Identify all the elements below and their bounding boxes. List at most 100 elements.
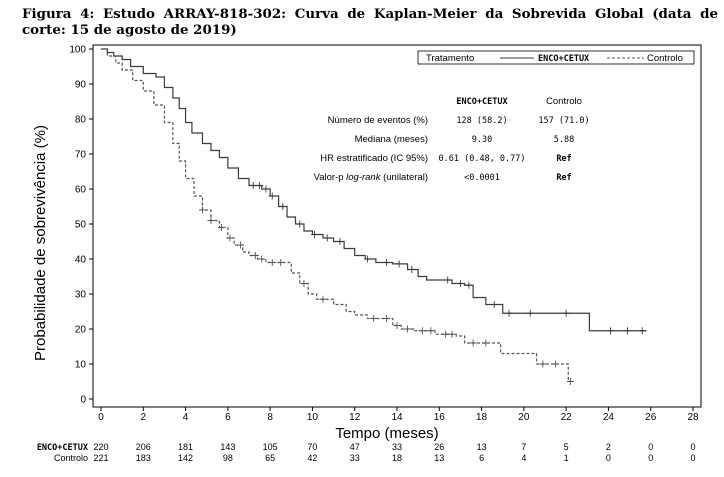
stats-value-enco-cetux: 9.30 [472, 135, 492, 145]
at-risk-count: 33 [392, 442, 402, 452]
at-risk-count: 0 [690, 442, 695, 452]
censor-marks [198, 182, 646, 385]
x-tick-label: 0 [98, 412, 104, 423]
at-risk-count: 2 [606, 442, 611, 452]
censor-mark-enco-cetux [465, 281, 473, 289]
stats-value-enco-cetux: 128 (58.2) [456, 116, 507, 126]
stats-row-label: Valor-p log-rank (unilateral) [314, 172, 428, 183]
at-risk-count: 47 [350, 442, 360, 452]
censor-mark-controlo [237, 241, 245, 249]
x-tick-label: 14 [391, 412, 403, 423]
censor-mark-enco-cetux [607, 327, 615, 335]
plot-axes [92, 44, 702, 408]
at-risk-count: 142 [178, 453, 193, 463]
x-tick-label: 12 [349, 412, 361, 423]
x-tick-label: 8 [267, 412, 273, 423]
y-tick-label: 70 [75, 150, 87, 161]
stats-row-label: HR estratificado (IC 95%) [320, 153, 428, 164]
at-risk-count: 42 [307, 453, 317, 463]
at-risk-count: 143 [220, 442, 235, 452]
stats-value-controlo: Ref [556, 173, 571, 183]
at-risk-count: 0 [690, 453, 695, 463]
at-risk-count: 5 [564, 442, 569, 452]
censor-mark-enco-cetux [296, 220, 304, 228]
censor-mark-controlo [218, 224, 226, 231]
x-tick-label: 28 [687, 412, 699, 423]
censor-mark-controlo [258, 255, 266, 263]
censor-mark-enco-cetux [256, 182, 264, 189]
x-tick-label: 22 [561, 412, 573, 423]
y-tick-label: 90 [75, 80, 87, 91]
stats-header-enco-cetux: ENCO+CETUX [456, 97, 507, 107]
stats-value-enco-cetux: <0.0001 [464, 173, 500, 183]
censor-mark-controlo [427, 327, 435, 335]
censor-mark-controlo [448, 330, 456, 338]
x-tick-label: 26 [645, 412, 657, 423]
x-tick-label: 10 [307, 412, 319, 423]
censor-mark-controlo [198, 206, 206, 214]
curve-enco-cetux [101, 48, 647, 332]
censor-mark-controlo [319, 295, 327, 303]
censor-mark-controlo [251, 252, 259, 259]
censor-mark-enco-cetux [323, 234, 331, 242]
at-risk-count: 4 [521, 453, 526, 463]
x-tick-label: 20 [518, 412, 530, 423]
at-risk-row-label: ENCO+CETUX [37, 443, 88, 453]
at-risk-count: 6 [479, 453, 484, 463]
censor-mark-enco-cetux [382, 259, 390, 266]
y-tick-label: 0 [80, 395, 86, 406]
at-risk-count: 18 [392, 453, 402, 463]
stats-value-controlo: 5.88 [554, 135, 574, 145]
censor-mark-controlo [300, 280, 308, 287]
censor-mark-enco-cetux [395, 260, 403, 268]
censor-mark-controlo [418, 327, 426, 335]
censor-mark-enco-cetux [311, 231, 319, 238]
x-axis-label: Tempo (meses) [335, 425, 438, 442]
x-tick-label: 2 [141, 412, 147, 423]
censor-mark-enco-cetux [249, 182, 257, 189]
censor-mark-controlo [404, 325, 412, 333]
censor-mark-enco-cetux [638, 327, 646, 335]
legend-label-enco-cetux: ENCO+CETUX [538, 54, 589, 64]
censor-mark-enco-cetux [490, 301, 498, 308]
axis-ticks: 0 2 4 6 8 10 12 14 16 18 20 22 24 26 28010203040506070… [69, 45, 699, 424]
censor-mark-controlo [268, 259, 276, 266]
at-risk-count: 105 [263, 442, 278, 452]
legend-title: Tratamento [426, 53, 474, 64]
legend-box [417, 50, 695, 65]
y-tick-label: 80 [75, 115, 87, 126]
curve-controlo [101, 48, 569, 382]
survival-curves [101, 48, 647, 382]
censor-mark-enco-cetux [363, 255, 371, 263]
censor-mark-enco-cetux [444, 276, 452, 284]
at-risk-count: 13 [477, 442, 487, 452]
censor-mark-enco-cetux [505, 309, 513, 317]
at-risk-count: 0 [648, 453, 653, 463]
censor-mark-controlo [552, 360, 560, 368]
x-tick-label: 16 [434, 412, 446, 423]
censor-mark-enco-cetux [408, 266, 416, 273]
legend-label-controlo: Controlo [647, 53, 683, 64]
at-risk-count: 98 [223, 453, 233, 463]
censor-mark-controlo [469, 339, 477, 347]
at-risk-count: 220 [93, 442, 108, 452]
figure-caption: Figura 4: Estudo ARRAY-818-302: Curva de… [22, 6, 718, 38]
legend: Tratamento ENCO+CETUX Controlo [417, 50, 695, 65]
at-risk-count: 26 [434, 442, 444, 452]
censor-mark-controlo [482, 339, 490, 347]
y-tick-label: 100 [69, 45, 86, 56]
censor-mark-controlo [442, 330, 450, 338]
censor-mark-controlo [393, 322, 401, 329]
stats-value-controlo: Ref [556, 154, 571, 164]
y-tick-label: 10 [75, 360, 87, 371]
at-risk-count: 33 [350, 453, 360, 463]
plot-frame [92, 44, 702, 408]
censor-mark-enco-cetux [456, 280, 464, 287]
stats-value-controlo: 157 (71.0) [538, 116, 589, 126]
stats-row-label: Número de eventos (%) [328, 115, 428, 126]
x-tick-label: 6 [225, 412, 231, 423]
censor-mark-controlo [370, 315, 378, 322]
at-risk-count: 7 [521, 442, 526, 452]
stats-value-enco-cetux: 0.61 (0.48, 0.77) [439, 154, 526, 164]
censor-mark-enco-cetux [279, 203, 287, 210]
